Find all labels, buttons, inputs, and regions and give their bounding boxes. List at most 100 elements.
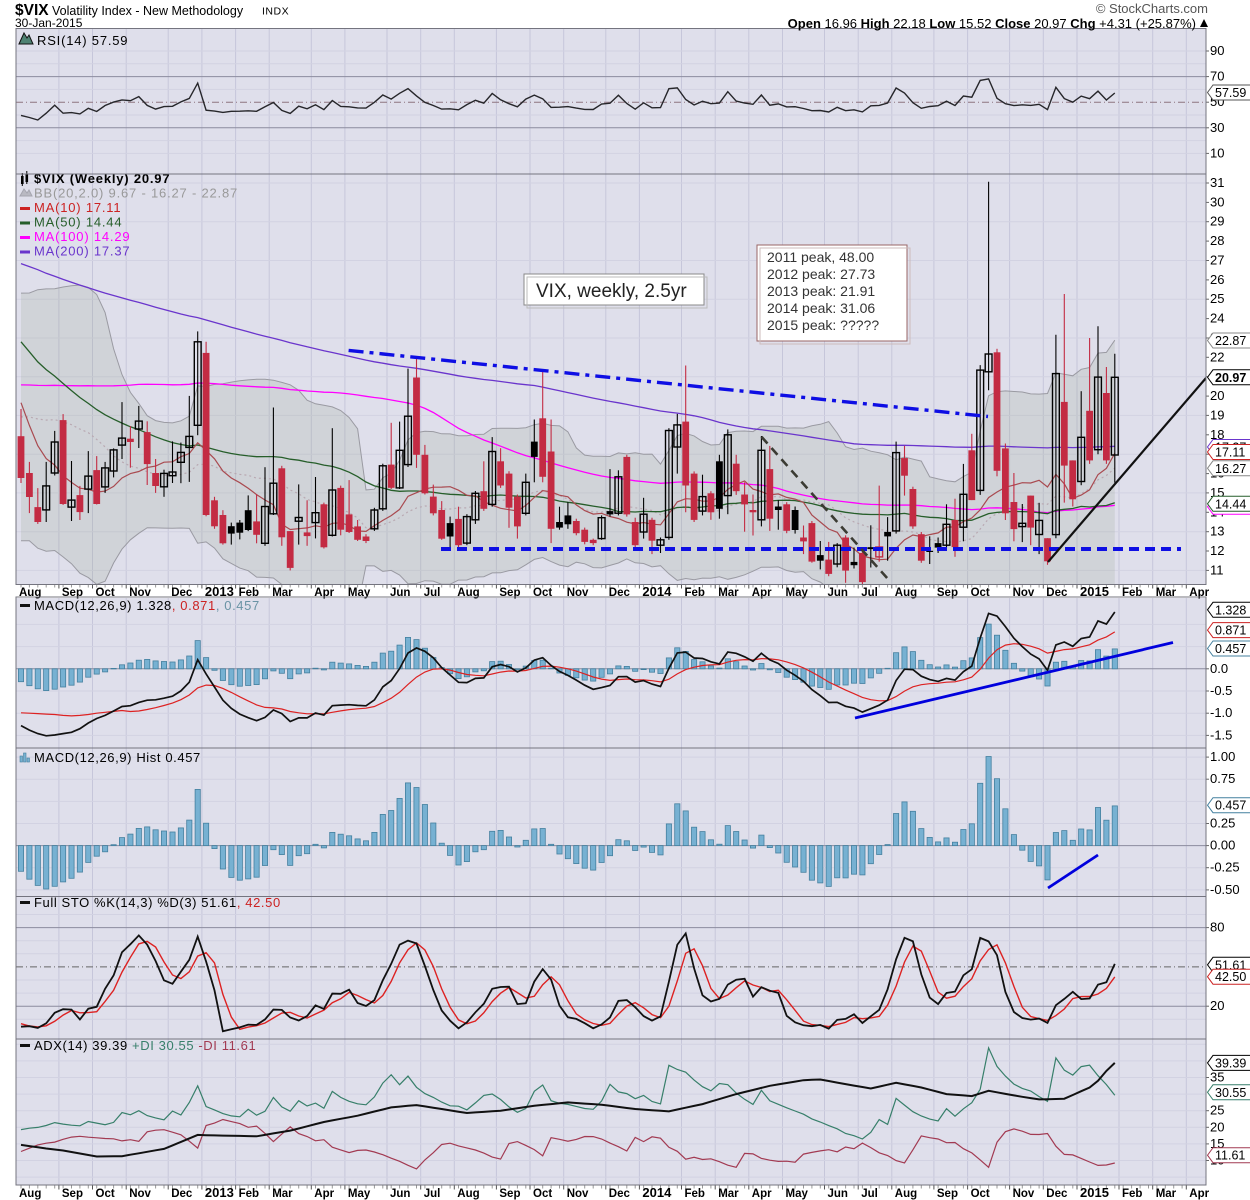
svg-text:May: May bbox=[786, 587, 809, 599]
svg-text:13: 13 bbox=[1210, 524, 1224, 539]
svg-text:30: 30 bbox=[1210, 194, 1224, 209]
svg-text:Feb: Feb bbox=[239, 1188, 259, 1200]
svg-text:-0.5: -0.5 bbox=[1210, 683, 1232, 698]
svg-text:2014: 2014 bbox=[642, 584, 672, 599]
svg-text:Oct: Oct bbox=[96, 1188, 115, 1200]
svg-text:-0.50: -0.50 bbox=[1210, 882, 1240, 897]
svg-text:0.75: 0.75 bbox=[1210, 771, 1235, 786]
svg-text:1.00: 1.00 bbox=[1210, 749, 1235, 764]
svg-text:Volatility Index - New Methodo: Volatility Index - New Methodology bbox=[52, 4, 244, 18]
svg-text:27: 27 bbox=[1210, 253, 1224, 268]
svg-text:Apr: Apr bbox=[1189, 587, 1209, 599]
svg-text:2015: 2015 bbox=[1080, 1185, 1109, 1200]
svg-text:INDX: INDX bbox=[262, 6, 289, 18]
svg-text:20: 20 bbox=[1210, 1119, 1224, 1134]
svg-text:Oct: Oct bbox=[96, 587, 115, 599]
svg-text:0.457: 0.457 bbox=[1215, 799, 1246, 813]
svg-text:$VIX (Weekly) 20.97: $VIX (Weekly) 20.97 bbox=[34, 171, 170, 186]
svg-text:MACD(12,26,9) 1.328, 0.871, 0.: MACD(12,26,9) 1.328, 0.871, 0.457 bbox=[34, 598, 260, 613]
svg-text:Nov: Nov bbox=[129, 587, 151, 599]
svg-text:80: 80 bbox=[1210, 920, 1224, 935]
svg-text:Nov: Nov bbox=[1013, 587, 1035, 599]
svg-text:Apr: Apr bbox=[1189, 1188, 1209, 1200]
svg-text:10: 10 bbox=[1210, 145, 1224, 160]
svg-text:MA(50) 14.44: MA(50) 14.44 bbox=[34, 215, 122, 230]
svg-text:-1.5: -1.5 bbox=[1210, 727, 1232, 742]
svg-text:30-Jan-2015: 30-Jan-2015 bbox=[15, 16, 83, 30]
svg-text:20: 20 bbox=[1210, 388, 1224, 403]
svg-text:Aug: Aug bbox=[895, 1188, 917, 1200]
svg-text:Mar: Mar bbox=[272, 1188, 293, 1200]
svg-text:Sep: Sep bbox=[937, 587, 958, 599]
svg-text:Oct: Oct bbox=[533, 1188, 552, 1200]
svg-text:May: May bbox=[786, 1188, 809, 1200]
svg-text:Nov: Nov bbox=[567, 1188, 589, 1200]
svg-text:26: 26 bbox=[1210, 272, 1224, 287]
svg-text:0.457: 0.457 bbox=[1215, 642, 1246, 656]
svg-text:1.328: 1.328 bbox=[1215, 603, 1246, 617]
svg-text:29: 29 bbox=[1210, 214, 1224, 229]
svg-text:Aug: Aug bbox=[895, 587, 917, 599]
svg-text:ADX(14) 39.39 +DI 30.55 -DI 11: ADX(14) 39.39 +DI 30.55 -DI 11.61 bbox=[34, 1038, 256, 1053]
svg-text:Apr: Apr bbox=[314, 1188, 334, 1200]
svg-text:Oct: Oct bbox=[533, 587, 552, 599]
svg-text:Feb: Feb bbox=[685, 1188, 705, 1200]
svg-text:Jun: Jun bbox=[828, 587, 848, 599]
svg-text:Dec: Dec bbox=[609, 587, 631, 599]
svg-text:Sep: Sep bbox=[499, 1188, 520, 1200]
svg-text:Sep: Sep bbox=[62, 587, 83, 599]
svg-text:Dec: Dec bbox=[171, 1188, 193, 1200]
svg-text:70: 70 bbox=[1210, 69, 1224, 84]
svg-text:MA(10) 17.11: MA(10) 17.11 bbox=[34, 200, 121, 215]
svg-text:Full STO %K(14,3) %D(3) 51.61,: Full STO %K(14,3) %D(3) 51.61, 42.50 bbox=[34, 895, 281, 910]
svg-text:2014 peak: 31.06: 2014 peak: 31.06 bbox=[767, 300, 875, 316]
svg-text:39.39: 39.39 bbox=[1215, 1056, 1246, 1070]
svg-text:2015: 2015 bbox=[1080, 584, 1109, 599]
svg-text:14.44: 14.44 bbox=[1215, 497, 1246, 511]
svg-text:90: 90 bbox=[1210, 43, 1224, 58]
svg-text:© StockCharts.com: © StockCharts.com bbox=[1096, 1, 1208, 16]
svg-text:Dec: Dec bbox=[1046, 587, 1068, 599]
svg-text:0.25: 0.25 bbox=[1210, 816, 1235, 831]
svg-text:Jun: Jun bbox=[828, 1188, 848, 1200]
svg-text:Aug: Aug bbox=[457, 587, 479, 599]
svg-text:15: 15 bbox=[1210, 1136, 1224, 1151]
svg-text:Dec: Dec bbox=[1046, 1188, 1068, 1200]
svg-text:RSI(14) 57.59: RSI(14) 57.59 bbox=[37, 33, 128, 48]
svg-text:Feb: Feb bbox=[685, 587, 705, 599]
svg-text:Dec: Dec bbox=[171, 587, 193, 599]
svg-text:24: 24 bbox=[1210, 311, 1224, 326]
svg-text:MA(200) 17.37: MA(200) 17.37 bbox=[34, 244, 130, 259]
svg-text:Jun: Jun bbox=[390, 1188, 410, 1200]
svg-text:28: 28 bbox=[1210, 233, 1224, 248]
svg-text:2014: 2014 bbox=[642, 1185, 672, 1200]
svg-text:Dec: Dec bbox=[609, 1188, 631, 1200]
svg-text:$VIX: $VIX bbox=[15, 2, 49, 19]
svg-text:16.27: 16.27 bbox=[1215, 462, 1246, 476]
svg-text:Jul: Jul bbox=[861, 1188, 878, 1200]
svg-text:0.871: 0.871 bbox=[1215, 624, 1246, 638]
svg-text:Feb: Feb bbox=[1122, 1188, 1142, 1200]
svg-text:2015 peak: ?????: 2015 peak: ????? bbox=[767, 317, 879, 333]
svg-text:11: 11 bbox=[1210, 562, 1224, 577]
svg-text:Jul: Jul bbox=[861, 587, 878, 599]
svg-text:Sep: Sep bbox=[937, 1188, 958, 1200]
svg-text:31: 31 bbox=[1210, 175, 1224, 190]
svg-text:Feb: Feb bbox=[239, 587, 259, 599]
svg-text:Oct: Oct bbox=[971, 587, 990, 599]
svg-text:Mar: Mar bbox=[1156, 587, 1177, 599]
svg-text:Mar: Mar bbox=[1156, 1188, 1177, 1200]
svg-text:Aug: Aug bbox=[19, 587, 41, 599]
svg-text:MACD(12,26,9) Hist 0.457: MACD(12,26,9) Hist 0.457 bbox=[34, 750, 201, 765]
svg-text:Nov: Nov bbox=[567, 587, 589, 599]
svg-text:-1.0: -1.0 bbox=[1210, 705, 1232, 720]
svg-text:0.0: 0.0 bbox=[1210, 661, 1228, 676]
svg-text:MA(100) 14.29: MA(100) 14.29 bbox=[34, 229, 130, 244]
svg-text:2013 peak: 21.91: 2013 peak: 21.91 bbox=[767, 283, 875, 299]
svg-text:0.00: 0.00 bbox=[1210, 838, 1235, 853]
svg-text:Sep: Sep bbox=[499, 587, 520, 599]
svg-text:17.11: 17.11 bbox=[1215, 446, 1245, 460]
svg-text:30.55: 30.55 bbox=[1215, 1086, 1246, 1100]
svg-text:11.61: 11.61 bbox=[1215, 1149, 1245, 1163]
svg-text:25: 25 bbox=[1210, 291, 1224, 306]
